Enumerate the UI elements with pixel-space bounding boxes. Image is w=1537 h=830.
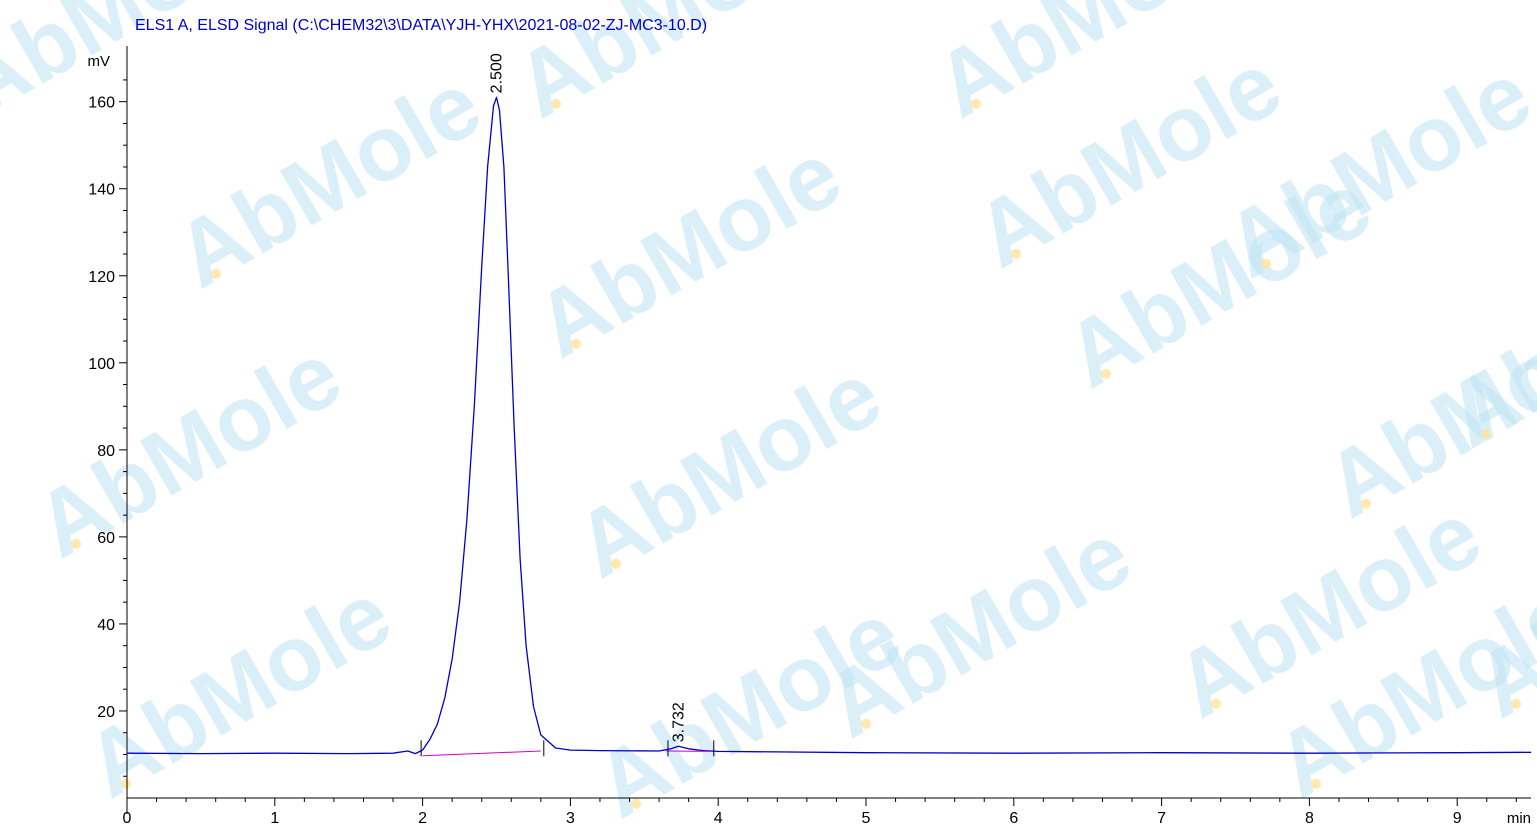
x-tick-label: 4 (714, 810, 723, 825)
y-tick-label: 100 (88, 356, 115, 373)
watermark-logo: AbMole (519, 123, 858, 377)
watermark-logo-text: AbMole (559, 343, 898, 597)
y-tick-label: 140 (88, 182, 115, 199)
x-tick-label: 7 (1157, 810, 1166, 825)
y-tick-label: 160 (88, 95, 115, 112)
x-tick-label: 2 (418, 810, 427, 825)
peak-label: 2.500 (489, 53, 506, 93)
y-tick-label: 120 (88, 269, 115, 286)
y-tick-label: 80 (97, 443, 115, 460)
watermark-logo: AbMole (19, 323, 358, 577)
x-tick-label: 9 (1453, 810, 1462, 825)
integration-baseline (423, 751, 541, 756)
y-tick-label: 60 (97, 530, 115, 547)
y-tick-label: 40 (97, 617, 115, 634)
watermark-logo: AbMole (559, 343, 898, 597)
watermark-logo-text: AbMole (19, 323, 358, 577)
x-tick-label: 0 (123, 810, 132, 825)
x-axis-label: min (1507, 810, 1531, 825)
x-tick-label: 1 (270, 810, 279, 825)
x-tick-label: 8 (1305, 810, 1314, 825)
chart-title: ELS1 A, ELSD Signal (C:\CHEM32\3\DATA\YJ… (135, 17, 707, 34)
x-tick-label: 3 (566, 810, 575, 825)
watermark-logo-text: AbMole (159, 53, 498, 307)
x-tick-label: 5 (862, 810, 871, 825)
y-tick-label: 20 (97, 704, 115, 721)
y-axis-label: mV (88, 53, 111, 70)
watermark-logo: AbMole (159, 53, 498, 307)
x-tick-label: 6 (1009, 810, 1018, 825)
watermark-logo-text: AbMole (69, 563, 408, 817)
annotations-layer: 2.500 3.732 (489, 53, 688, 742)
peak-label: 3.732 (671, 702, 688, 742)
watermark-logo: AbMole (69, 563, 408, 817)
watermark-logo-text: AbMole (519, 123, 858, 377)
